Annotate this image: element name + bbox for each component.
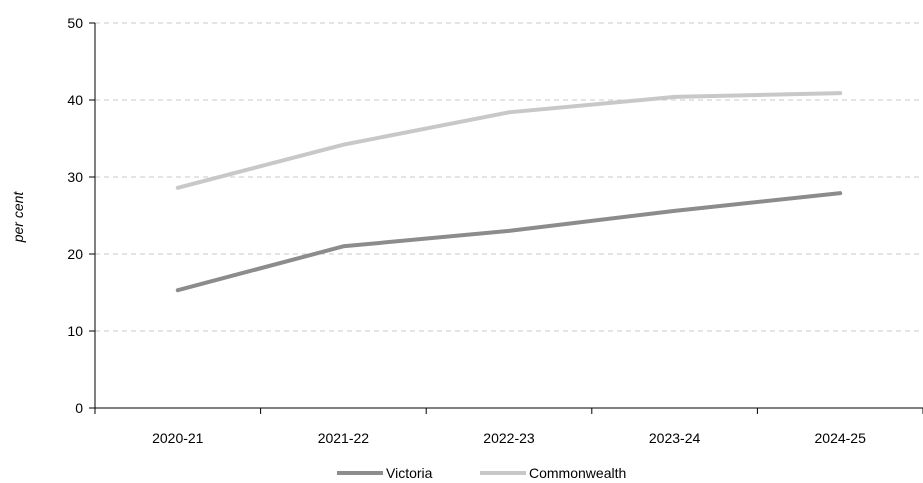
series-lines xyxy=(175,91,843,293)
y-tick-label: 20 xyxy=(67,246,83,262)
legend-label: Victoria xyxy=(386,465,433,481)
gridlines xyxy=(95,22,923,332)
x-tick-label: 2022-23 xyxy=(483,430,535,446)
x-tick-label: 2023-24 xyxy=(649,430,701,446)
axes: 0 10 20 30 40 50 2020-21 2021-22 2022-23 2023-24 2… xyxy=(67,15,923,446)
x-tick-label: 2020-21 xyxy=(152,430,204,446)
y-tick-label: 0 xyxy=(75,400,83,416)
y-tick-label: 50 xyxy=(67,15,83,31)
legend: Victoria Commonwealth xyxy=(337,465,626,481)
x-tick-label: 2024-25 xyxy=(815,430,867,446)
y-tick-label: 40 xyxy=(67,92,83,108)
y-tick-label: 10 xyxy=(67,323,83,339)
series-line-victoria xyxy=(175,191,843,293)
series-line-commonwealth xyxy=(175,91,843,190)
x-tick-label: 2021-22 xyxy=(318,430,370,446)
legend-label: Commonwealth xyxy=(529,465,626,481)
y-axis-title: per cent xyxy=(10,191,26,244)
y-tick-label: 30 xyxy=(67,169,83,185)
